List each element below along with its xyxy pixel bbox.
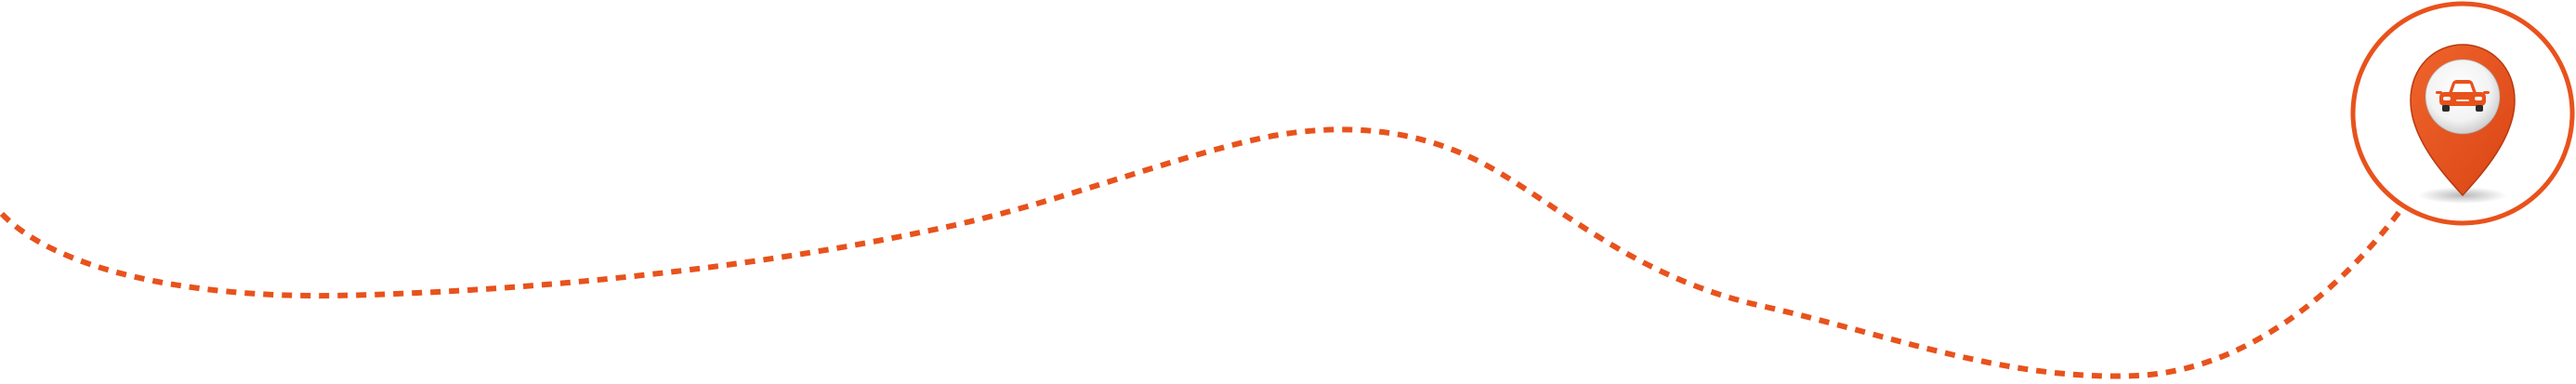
car-icon [2436,80,2490,112]
map-pin-icon [2410,44,2516,197]
route-path [0,126,2404,379]
destination-marker[interactable] [2350,1,2575,226]
